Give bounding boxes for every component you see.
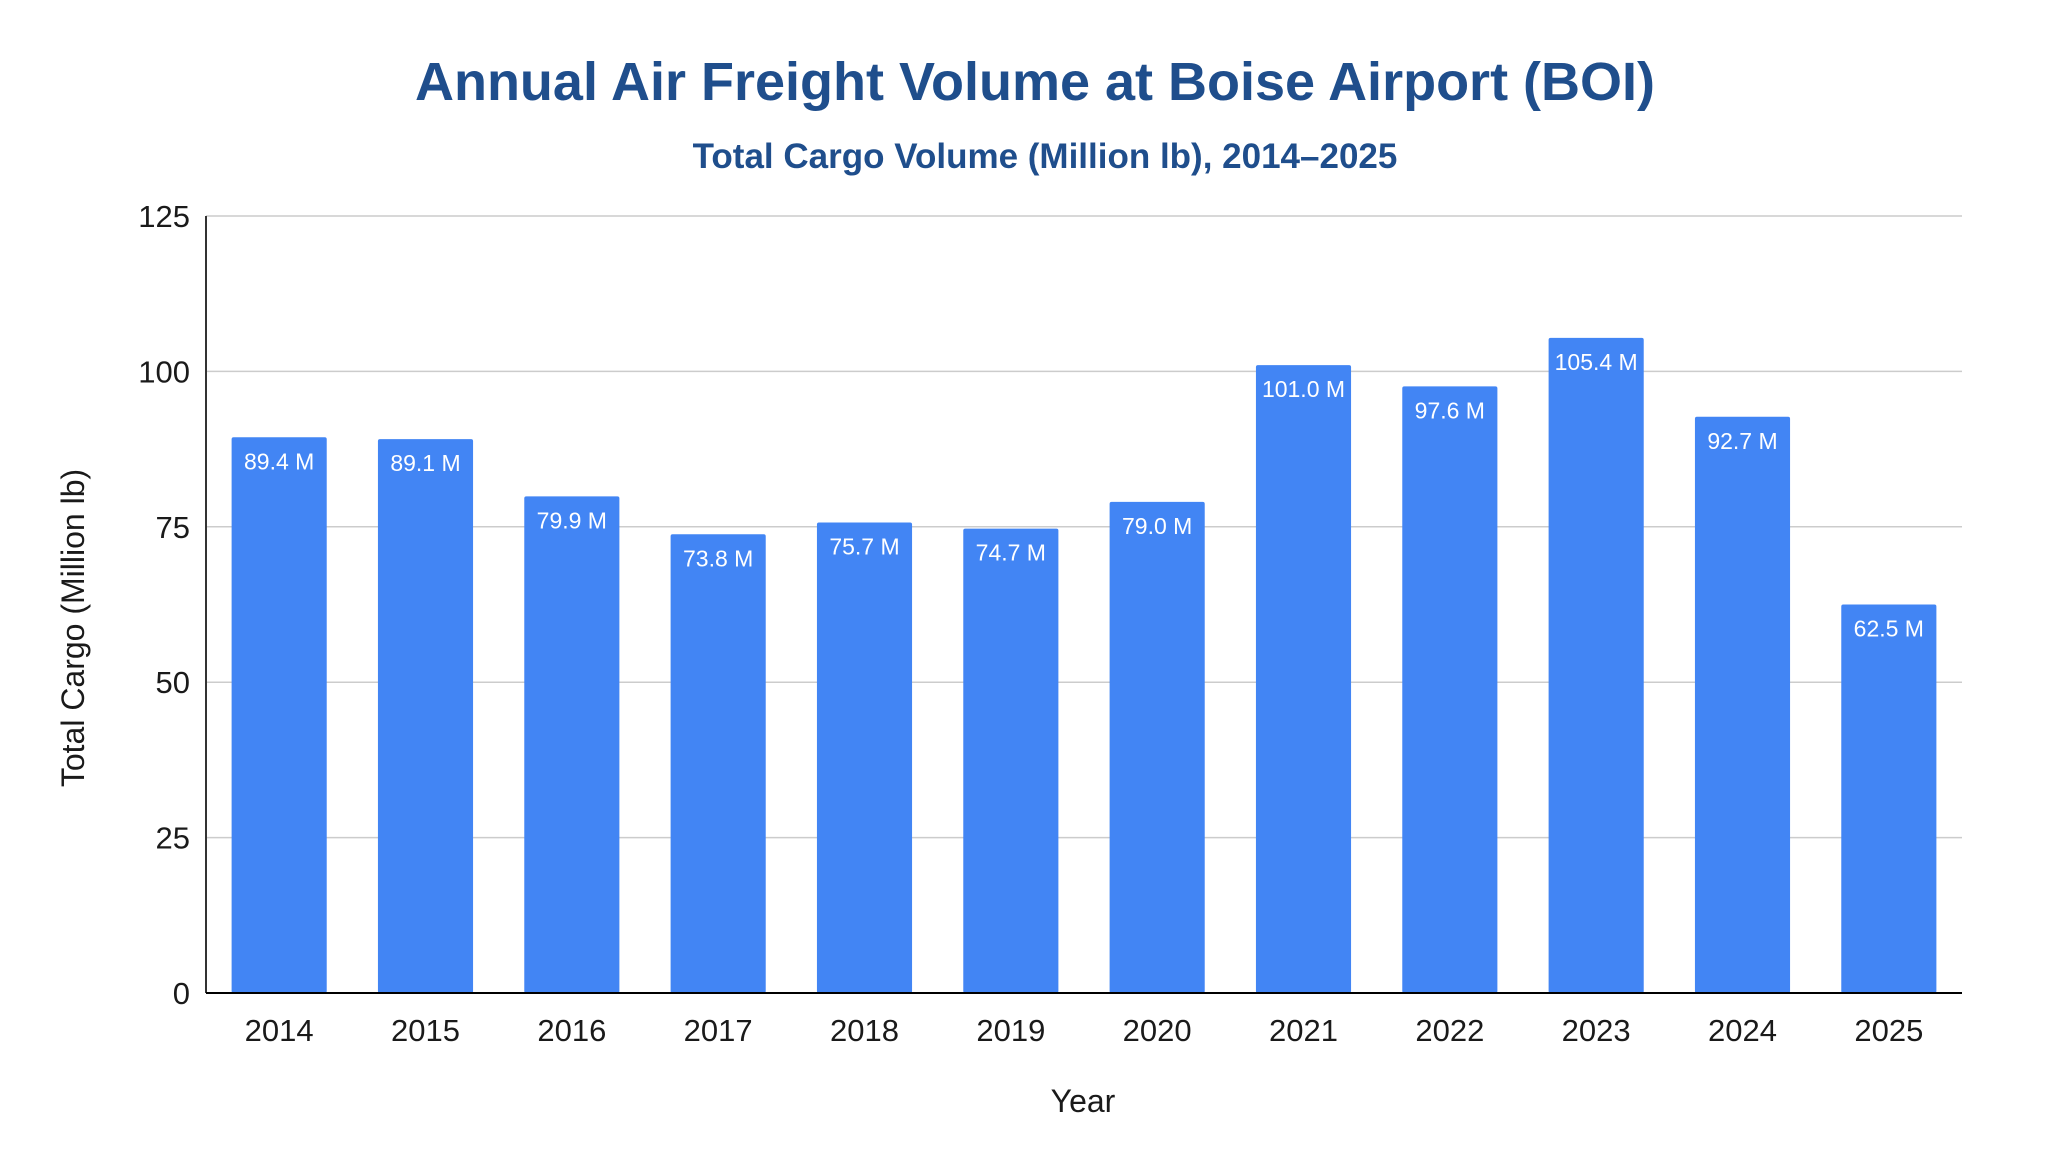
x-tick-label: 2019 [976,1013,1045,1048]
y-tick-label: 25 [156,821,190,856]
bar-data-label: 74.7 M [976,540,1046,566]
bar-data-label: 89.1 M [390,450,460,476]
bar-data-label: 75.7 M [829,533,899,559]
axes [205,216,1962,994]
y-tick-label: 100 [138,354,190,389]
bar-data-label: 79.9 M [537,507,607,533]
bar [963,528,1059,993]
x-tick-label: 2023 [1562,1013,1631,1048]
x-axis-label: Year [1051,1083,1116,1119]
chart-subtitle: Total Cargo Volume (Million lb), 2014–20… [693,137,1398,176]
y-tick-label: 50 [156,665,190,700]
y-tick-label: 75 [156,510,190,545]
x-tick-label: 2020 [1123,1013,1192,1048]
bar-data-label: 105.4 M [1555,349,1638,375]
x-tick-label: 2017 [684,1013,753,1048]
y-axis-ticks: 0 25 50 75 100 125 [138,199,190,1011]
bar-data-label: 73.8 M [683,545,753,571]
x-tick-label: 2018 [830,1013,899,1048]
bar-data-label: 79.0 M [1122,513,1192,539]
bar-data-label: 101.0 M [1262,376,1345,402]
bar-data-label: 89.4 M [244,448,314,474]
bar [377,439,474,993]
bar-data-label: 62.5 M [1854,616,1924,642]
bar [1694,416,1791,993]
y-tick-label: 0 [173,976,190,1011]
x-tick-label: 2015 [391,1013,460,1048]
x-tick-label: 2021 [1269,1013,1338,1048]
bar [1109,501,1205,993]
x-tick-label: 2016 [537,1013,606,1048]
x-tick-label: 2025 [1854,1013,1923,1048]
bar [231,437,327,993]
bar [1841,604,1937,993]
x-axis-ticks: 2014 2015 2016 2017 2018 2019 2020 2021 2022 2023… [245,1013,1924,1048]
x-tick-label: 2024 [1708,1013,1777,1048]
bar-data-label: 97.6 M [1415,397,1485,423]
bar [1255,365,1352,994]
x-tick-label: 2022 [1415,1013,1484,1048]
chart-title: Annual Air Freight Volume at Boise Airpo… [415,52,1655,112]
bar [524,496,620,993]
bar [1548,337,1644,993]
bars: 89.4 M 89.1 M 79.9 M 73.8 M 75.7 M 74.7 M 79.0… [231,337,1937,994]
x-tick-label: 2014 [245,1013,314,1048]
bar [1402,386,1498,994]
y-tick-label: 125 [138,199,190,234]
y-axis-label: Total Cargo (Million lb) [55,469,91,787]
bar-data-label: 92.7 M [1707,428,1777,454]
gridlines [206,215,1962,839]
bar [670,534,766,993]
bar [816,522,913,993]
